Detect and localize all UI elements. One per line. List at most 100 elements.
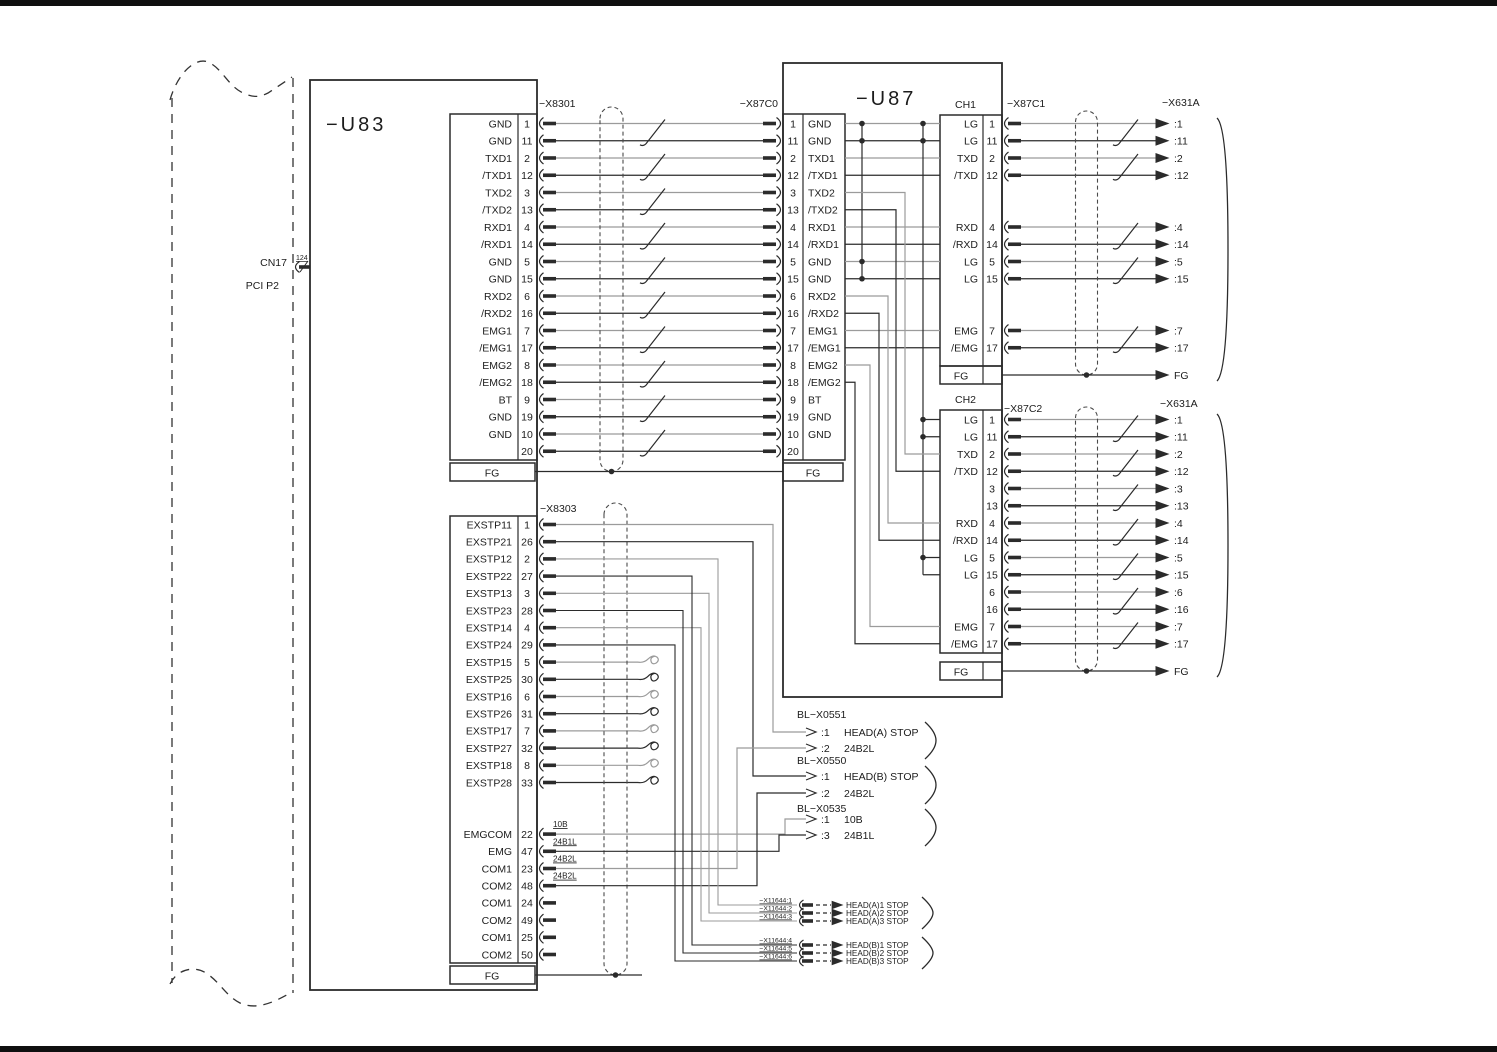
bl-signal: HEAD(A) STOP — [844, 727, 918, 739]
signal-wire — [556, 592, 797, 914]
pin-name: EXSTP26 — [466, 709, 512, 721]
group-brace — [921, 896, 934, 930]
pin-number: 13 — [787, 205, 799, 217]
pin-name: GND — [489, 429, 513, 441]
x631a-pin: :17 — [1174, 343, 1189, 355]
pin-number: 6 — [989, 587, 995, 599]
pin-number: 17 — [521, 343, 533, 355]
pin-name: EXSTP17 — [466, 726, 512, 738]
pin-number: 8 — [524, 360, 530, 372]
bl-signal: 24B2L — [844, 788, 875, 800]
signal-wire — [556, 541, 806, 777]
coiled-wire-end — [637, 724, 659, 734]
pin-socket-arc — [538, 930, 544, 944]
pin-socket-arc — [776, 186, 782, 199]
x631a-pin: :4 — [1174, 518, 1183, 530]
x631a-pin: :11 — [1174, 432, 1188, 444]
pin-number: 6 — [524, 691, 530, 703]
pin-socket-arc — [538, 862, 544, 875]
pin-socket-arc — [538, 552, 544, 566]
pin-name: LG — [964, 136, 978, 148]
x11644-label: −X11644:6 — [759, 954, 792, 961]
coiled-wire-end — [637, 706, 659, 716]
x631a-label: −X631A — [1160, 398, 1198, 410]
pin-name: /RXD — [953, 535, 979, 547]
pin-number: 31 — [521, 709, 533, 721]
x631a-pin: :5 — [1174, 256, 1183, 268]
pin-socket-arc — [538, 324, 544, 337]
bl-pin: :3 — [821, 830, 830, 842]
x631a-pin: :6 — [1174, 587, 1183, 599]
pin-socket-arc — [776, 341, 782, 355]
junction-dot — [859, 275, 865, 282]
cn17-pin-number: 124 — [296, 255, 308, 262]
pin-name: GND — [808, 256, 832, 268]
pin-number: 48 — [521, 881, 533, 893]
pin-name: COM2 — [482, 881, 512, 893]
pin-socket-arc — [776, 255, 782, 268]
pair-slash — [639, 291, 666, 319]
wire-tick — [299, 260, 309, 273]
pin-number: 25 — [521, 932, 533, 944]
pin-socket-arc — [1003, 220, 1009, 234]
junction-dot — [859, 137, 865, 144]
arrow-head — [1155, 517, 1170, 529]
pin-number: 2 — [989, 153, 995, 165]
pin-name: RXD2 — [484, 291, 512, 303]
x631a-label: −X631A — [1162, 97, 1200, 109]
pin-socket-arc — [538, 186, 544, 199]
pin-socket-arc — [538, 393, 544, 406]
pin-socket-arc — [776, 117, 782, 130]
pair-slash — [1112, 222, 1139, 250]
pin-number: 4 — [524, 222, 530, 234]
signal-wire — [556, 792, 806, 887]
x631a-pin: :16 — [1174, 604, 1189, 616]
x631a-pin: :1 — [1174, 118, 1183, 130]
x87c0-table — [782, 113, 846, 461]
pin-socket-arc — [538, 255, 544, 268]
pin-socket-arc — [538, 358, 544, 372]
bl-connector-label: BL−X0535 — [797, 803, 846, 815]
pin-number: 17 — [986, 639, 998, 651]
arrow-head — [1155, 170, 1170, 181]
cable-shield — [1074, 406, 1099, 672]
pin-name: EMG1 — [482, 325, 512, 337]
pin-name: GND — [489, 136, 513, 148]
pin-socket-arc — [1003, 568, 1009, 582]
pin-number: 2 — [790, 153, 796, 165]
pin-name: TXD — [957, 449, 978, 461]
pin-socket-arc — [1003, 117, 1009, 130]
x11644-signal: HEAD(A)3 STOP — [846, 917, 909, 926]
junction-dot — [859, 120, 865, 127]
x87c2-label: −X87C2 — [1004, 403, 1042, 415]
pin-socket-arc — [776, 306, 782, 320]
pair-slash — [1112, 622, 1139, 650]
x631a-pin: :12 — [1174, 466, 1189, 478]
arrow-head — [1155, 448, 1170, 460]
bl-pin: :1 — [821, 771, 830, 783]
pin-name: TXD1 — [808, 153, 835, 165]
cable-shield — [1074, 110, 1099, 376]
wire-tag: 24B1L — [553, 837, 577, 846]
pin-name: RXD — [956, 518, 979, 530]
pin-socket-arc — [1003, 134, 1009, 148]
pin-number: 15 — [787, 274, 799, 286]
signal-wire — [556, 644, 797, 962]
pair-slash — [639, 395, 666, 423]
arrow-head-open — [805, 788, 818, 798]
bl-signal: 24B1L — [844, 830, 875, 842]
u83-label: −U83 — [326, 114, 386, 136]
pin-number: 19 — [787, 412, 799, 424]
pin-number: 4 — [524, 623, 530, 635]
arrow-head — [1155, 586, 1170, 598]
wire-tag: 24B2L — [553, 855, 577, 864]
pin-socket-arc — [1003, 620, 1009, 633]
junction-dot — [920, 137, 926, 144]
x8301-label: −X8301 — [539, 98, 576, 110]
pin-name: /TXD1 — [808, 170, 838, 182]
pin-name: /RXD1 — [808, 239, 839, 251]
pin-socket-arc — [1003, 533, 1009, 547]
pin-name: EMG1 — [808, 325, 838, 337]
